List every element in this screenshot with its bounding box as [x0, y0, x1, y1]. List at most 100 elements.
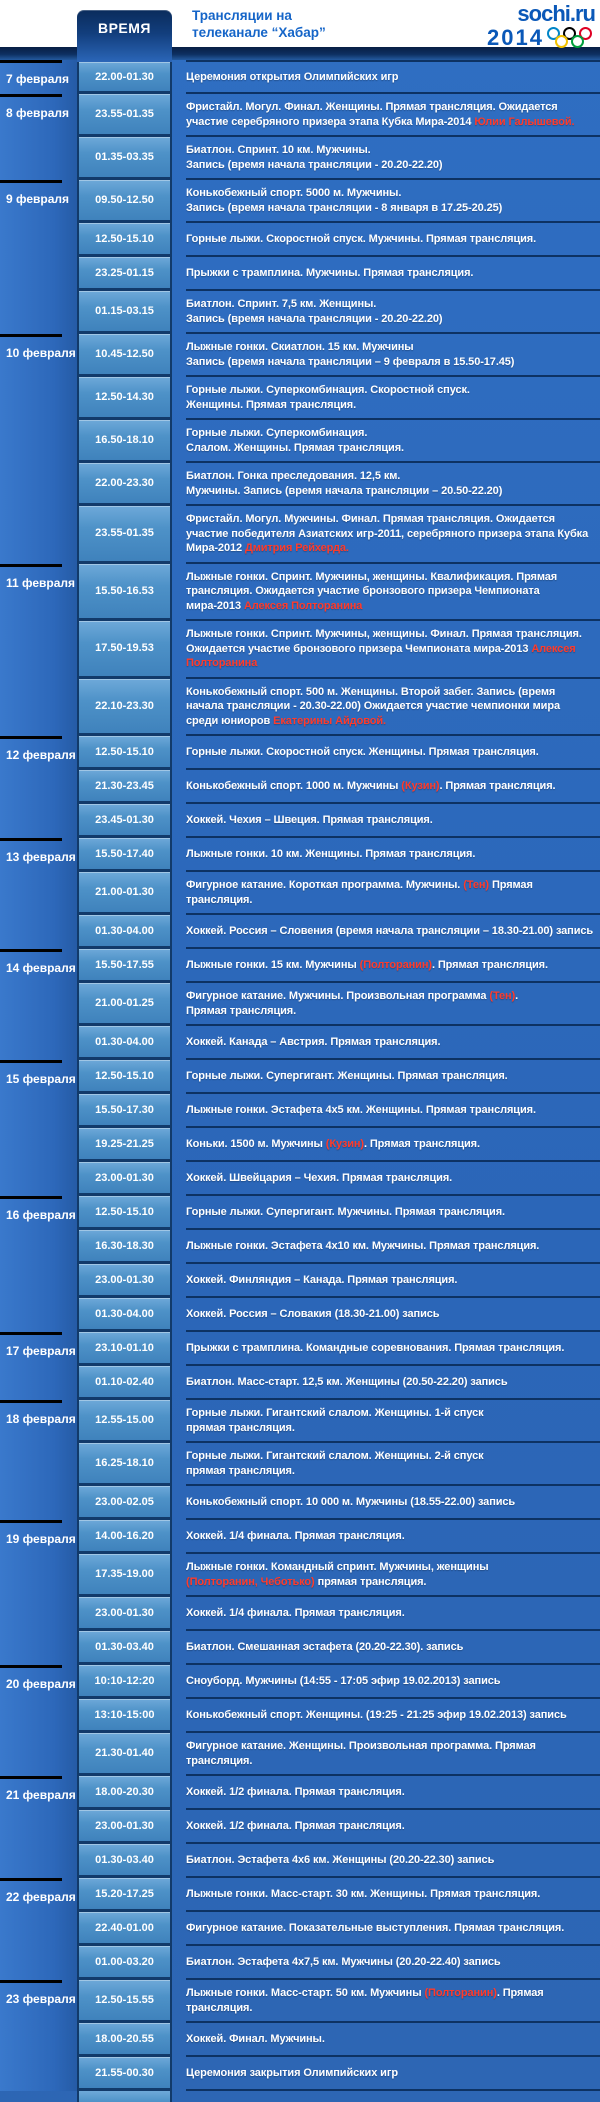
athlete-name-highlight: (Тен) — [489, 990, 516, 1002]
schedule-row: 22.40-01.00 Фигурное катание. Показательн… — [77, 1912, 600, 1946]
event-description: Лыжные гонки. Командный спринт. Мужчины,… — [186, 1554, 600, 1597]
event-description: Горные лыжи. Супергигант. Мужчины. Пряма… — [186, 1196, 600, 1230]
schedule-row: 12.55-15.00 Горные лыжи. Гигантский слало… — [77, 1400, 600, 1443]
event-description: Биатлон. Эстафета 4x7,5 км. Мужчины (20.… — [186, 1946, 600, 1980]
time-cell: 22.00-01.30 — [77, 60, 172, 94]
date-group-rows: 12.50-15.10 Горные лыжи. Скоростной спуск… — [77, 736, 600, 838]
date-label: 21 февраля — [6, 1788, 76, 1802]
date-group: 11 февраля 15.50-16.53 Лыжные гонки. Сприн… — [0, 563, 600, 736]
date-column-cell: 22 февраля — [0, 1878, 77, 1980]
time-cell: 01.30-03.40 — [77, 1844, 172, 1878]
event-description-text: Биатлон. Смешанная эстафета (20.20-22.30… — [186, 1640, 594, 1655]
event-description-text: Лыжные гонки. 15 км. Мужчины (Полторанин… — [186, 958, 594, 973]
schedule-row: 01.10-02.40 Биатлон. Масс-старт. 12,5 км.… — [77, 1366, 600, 1400]
time-cell: 16.30-18.30 — [77, 1230, 172, 1264]
event-text-segment: Биатлон. Спринт. 7,5 км. Женщины. Запись… — [186, 298, 443, 325]
event-description-text: Горные лыжи. Скоростной спуск. Мужчины. … — [186, 232, 594, 247]
date-label: 15 февраля — [6, 1072, 76, 1086]
event-description: Конькобежный спорт. 500 м. Женщины. Втор… — [186, 679, 600, 736]
time-cell: 23.55-01.35 — [77, 506, 172, 564]
event-description: Церемония закрытия Олимпийских игр — [186, 2057, 600, 2091]
event-description: Лыжные гонки. Спринт. Мужчины, женщины. … — [186, 621, 600, 679]
time-cell: 16.50-18.10 — [77, 420, 172, 463]
schedule-row: 12.50-15.55 Лыжные гонки. Масс-старт. 50 … — [77, 1980, 600, 2023]
date-group: 7 февраля 22.00-01.30 Церемония открытия О… — [0, 60, 600, 94]
event-description: Лыжные гонки. Масс-старт. 30 км. Женщины… — [186, 1878, 600, 1912]
time-cell: 23.25-01.15 — [77, 257, 172, 291]
date-label: 23 февраля — [6, 1992, 76, 2006]
event-text-segment: Горные лыжи. Супергигант. Мужчины. Пряма… — [186, 1205, 505, 1218]
event-description: Горные лыжи. Скоростной спуск. Мужчины. … — [186, 223, 600, 257]
schedule-row: 23.10-01.10 Прыжки с трамплина. Командные… — [77, 1332, 600, 1366]
event-description: Хоккей. Финляндия – Канада. Прямая транс… — [186, 1264, 600, 1298]
event-description: Хоккей. 1/2 финала. Прямая трансляция. — [186, 1776, 600, 1810]
event-description: Биатлон. Спринт. 7,5 км. Женщины. Запись… — [186, 291, 600, 334]
date-group: 19 февраля 14.00-16.20 Хоккей. 1/4 финала.… — [0, 1520, 600, 1665]
date-group: 16 февраля 12.50-15.10 Горные лыжи. Суперг… — [0, 1196, 600, 1332]
date-separator-line — [0, 1520, 62, 1523]
event-description-text: Лыжные гонки. 10 км. Женщины. Прямая тра… — [186, 847, 594, 862]
event-description-text: Хоккей. Россия – Словения (время начала … — [186, 924, 594, 939]
time-cell: 21.30-23.45 — [77, 770, 172, 804]
time-cell: 21.00-01.30 — [77, 872, 172, 915]
date-group-rows: 10:10-12:20 Сноуборд. Мужчины (14:55 - 17… — [77, 1665, 600, 1776]
event-description: Горные лыжи. Суперкомбинация. Слалом. Же… — [186, 420, 600, 463]
logo-year-text: 2014 — [487, 25, 544, 50]
time-cell: 22.00-23.30 — [77, 463, 172, 506]
time-cell: 15.50-16.53 — [77, 563, 172, 621]
schedule-row: 23.00-02.05 Конькобежный спорт. 10 000 м.… — [77, 1486, 600, 1520]
schedule-row: 09.50-12.50 Конькобежный спорт. 5000 м. М… — [77, 180, 600, 223]
time-cell: 10:10-12:20 — [77, 1665, 172, 1699]
event-description: Хоккей. Финал. Мужчины. — [186, 2023, 600, 2057]
event-description: Биатлон. Спринт. 10 км. Мужчины. Запись … — [186, 137, 600, 180]
schedule-row: 01.15-03.15 Биатлон. Спринт. 7,5 км. Женщ… — [77, 291, 600, 334]
schedule-row: 13:10-15:00 Конькобежный спорт. Женщины. … — [77, 1699, 600, 1733]
event-description-text: Горные лыжи. Скоростной спуск. Женщины. … — [186, 745, 594, 760]
event-description-text: Хоккей. Швейцария – Чехия. Прямая трансл… — [186, 1171, 594, 1186]
date-separator-line — [0, 334, 62, 337]
time-cell: 15.50-17.55 — [77, 949, 172, 983]
schedule-row: 01.30-04.00 Хоккей. Россия – Словакия (18… — [77, 1298, 600, 1332]
event-description: Церемония открытия Олимпийских игр — [186, 60, 600, 94]
date-group: 23 февраля 12.50-15.55 Лыжные гонки. Масс-… — [0, 1980, 600, 2091]
athlete-name-highlight: Юлии Галышевой. — [474, 115, 575, 128]
date-column-cell: 17 февраля — [0, 1332, 77, 1400]
schedule-row: 10.45-12.50 Лыжные гонки. Скиатлон. 15 км… — [77, 334, 600, 377]
event-description-text: Хоккей. Чехия – Швеция. Прямая трансляци… — [186, 813, 594, 828]
event-text-segment: Фигурное катание. Женщины. Произвольная … — [186, 1740, 536, 1767]
event-description: Хоккей. Россия – Словения (время начала … — [186, 915, 600, 949]
date-separator-line — [0, 736, 62, 739]
time-cell: 15.50-17.40 — [77, 838, 172, 872]
event-description-text: Хоккей. 1/2 финала. Прямая трансляция. — [186, 1785, 594, 1800]
event-text-segment: Хоккей. Чехия – Швеция. Прямая трансляци… — [186, 813, 433, 826]
event-text-segment: Фристайл. Могул. Финал. Женщины. Прямая … — [186, 101, 558, 128]
event-description-text: Фигурное катание. Короткая программа. Му… — [186, 878, 594, 907]
event-text-segment: . Прямая трансляция. — [363, 1137, 480, 1150]
event-description-text: Фристайл. Могул. Мужчины. Финал. Прямая … — [186, 512, 594, 556]
schedule-row: 01.00-03.20 Биатлон. Эстафета 4x7,5 км. М… — [77, 1946, 600, 1980]
event-text-segment: Хоккей. 1/2 финала. Прямая трансляция. — [186, 1785, 405, 1798]
date-group: 18 февраля 12.55-15.00 Горные лыжи. Гигант… — [0, 1400, 600, 1520]
event-text-segment: Лыжные гонки. Спринт. Мужчины, женщины. … — [186, 570, 558, 612]
time-cell: 23.00-01.30 — [77, 1597, 172, 1631]
date-column-cell: 23 февраля — [0, 1980, 77, 2091]
schedule-row: 15.20-17.25 Лыжные гонки. Масс-старт. 30 … — [77, 1878, 600, 1912]
athlete-name-highlight: Екатерины Айдовой. — [273, 714, 386, 727]
event-text-segment: Фигурное катание. Мужчины. Произвольная … — [186, 990, 490, 1002]
date-separator-line — [0, 94, 62, 97]
date-separator-line — [0, 949, 62, 952]
schedule-row: 01.30-03.40 Биатлон. Эстафета 4x6 км. Жен… — [77, 1844, 600, 1878]
event-text-segment: Лыжные гонки. Эстафета 4x5 км. Женщины. … — [186, 1103, 536, 1116]
event-description: Горные лыжи. Гигантский слалом. Женщины.… — [186, 1400, 600, 1443]
schedule-row: 18.00-20.30 Хоккей. 1/2 финала. Прямая тр… — [77, 1776, 600, 1810]
schedule-row: 21.00-01.25 Фигурное катание. Мужчины. Пр… — [77, 983, 600, 1026]
date-group-rows: 12.50-15.10 Горные лыжи. Супергигант. Муж… — [77, 1196, 600, 1332]
event-description-text: Хоккей. 1/4 финала. Прямая трансляция. — [186, 1529, 594, 1544]
date-column-cell: 13 февраля — [0, 838, 77, 949]
date-column-cell: 12 февраля — [0, 736, 77, 838]
date-group: 22 февраля 15.20-17.25 Лыжные гонки. Масс-… — [0, 1878, 600, 1980]
event-description: Прыжки с трамплина. Мужчины. Прямая тран… — [186, 257, 600, 291]
schedule-row: 18.00-20.55 Хоккей. Финал. Мужчины. — [77, 2023, 600, 2057]
event-text-segment: Хоккей. Финал. Мужчины. — [186, 2032, 325, 2045]
event-description-text: Прыжки с трамплина. Командные соревнован… — [186, 1341, 594, 1356]
